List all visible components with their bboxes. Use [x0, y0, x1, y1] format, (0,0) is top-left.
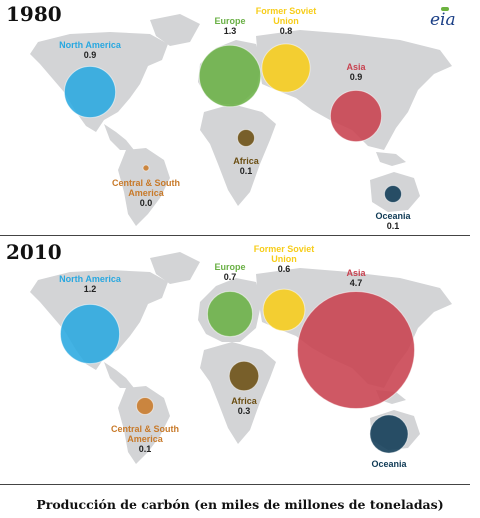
region-value: 4.7: [349, 278, 363, 288]
region-value: 1.3: [223, 26, 237, 36]
region-value: 1.2: [83, 284, 97, 294]
production-bubbles-1980: [63, 43, 403, 204]
logo-accent-icon: [441, 7, 449, 11]
region-value: 0.1: [239, 166, 253, 176]
region-label-oceania: Oceania 0.1: [368, 211, 418, 231]
region-label-central-south-america: Central & South America 0.0: [101, 178, 191, 208]
bubble-africa: [228, 360, 260, 392]
bubble-oceania: [369, 414, 409, 454]
bubble-north-america: [63, 65, 117, 119]
region-value: 0.1: [386, 221, 400, 231]
region-name: Former Soviet Union: [253, 244, 315, 264]
region-name: Europe: [214, 262, 246, 272]
world-map-1980: [30, 14, 452, 226]
caption: Producción de carbón (en miles de millon…: [36, 497, 444, 512]
region-value: 0.1: [138, 444, 152, 454]
year-label: 2010: [6, 240, 62, 264]
bubble-africa: [236, 128, 256, 148]
region-label-asia: Asia 4.7: [331, 268, 381, 288]
region-name: Oceania: [371, 459, 407, 469]
region-name: Former Soviet Union: [255, 6, 317, 26]
region-label-north-america: North America 0.9: [45, 40, 135, 60]
region-name: North America: [59, 40, 121, 50]
caption-divider: [0, 484, 470, 485]
region-label-europe: Europe 1.3: [200, 16, 260, 36]
logo-text: eia: [430, 10, 456, 30]
region-label-central-south-america: Central & South America 0.1: [100, 424, 190, 454]
region-label-asia: Asia 0.9: [331, 62, 381, 82]
region-label-north-america: North America 1.2: [45, 274, 135, 294]
bubble-europe: [198, 44, 262, 108]
region-value: 0.3: [237, 406, 251, 416]
region-value: 0.5: [364, 469, 414, 470]
bubble-oceania: [383, 184, 403, 204]
region-label-africa: Africa 0.3: [219, 396, 269, 416]
map-panel-1980: 1980 eia North America 0.9 Europe 1.3 Former…: [0, 0, 480, 232]
region-label-former-soviet-union: Former Soviet Union 0.8: [251, 6, 321, 36]
bubble-central-south-america: [135, 396, 155, 416]
world-map-2010: [30, 252, 452, 464]
bubble-central-south-america: [142, 164, 150, 172]
region-value: 0.7: [223, 272, 237, 282]
region-value: 0.6: [277, 264, 291, 274]
region-name: Africa: [233, 156, 259, 166]
bubble-former-soviet-union: [262, 288, 306, 332]
year-label: 1980: [6, 2, 62, 26]
region-value: 0.9: [349, 72, 363, 82]
bubble-asia: [329, 89, 383, 143]
region-label-africa: Africa 0.1: [221, 156, 271, 176]
bubble-europe: [206, 290, 254, 338]
region-label-europe: Europe 0.7: [200, 262, 260, 282]
bubble-asia: [296, 290, 416, 410]
region-name: Asia: [346, 268, 366, 278]
region-value: 0.0: [139, 198, 153, 208]
region-name: Oceania: [375, 211, 411, 221]
bubble-former-soviet-union: [261, 43, 311, 93]
region-value: 0.8: [279, 26, 293, 36]
panel-divider: [0, 235, 470, 236]
map-panel-2010: 2010 North America 1.2 Europe 0.7 Former Sov…: [0, 238, 480, 470]
bubble-north-america: [59, 303, 121, 365]
region-label-former-soviet-union: Former Soviet Union 0.6: [249, 244, 319, 274]
region-name: Central & South America: [110, 424, 179, 444]
region-name: Central & South America: [111, 178, 180, 198]
region-name: Africa: [231, 396, 257, 406]
region-name: North America: [59, 274, 121, 284]
eia-logo: eia: [430, 7, 456, 30]
region-value: 0.9: [83, 50, 97, 60]
region-name: Europe: [214, 16, 246, 26]
production-bubbles-2010: [59, 288, 416, 454]
region-name: Asia: [346, 62, 366, 72]
